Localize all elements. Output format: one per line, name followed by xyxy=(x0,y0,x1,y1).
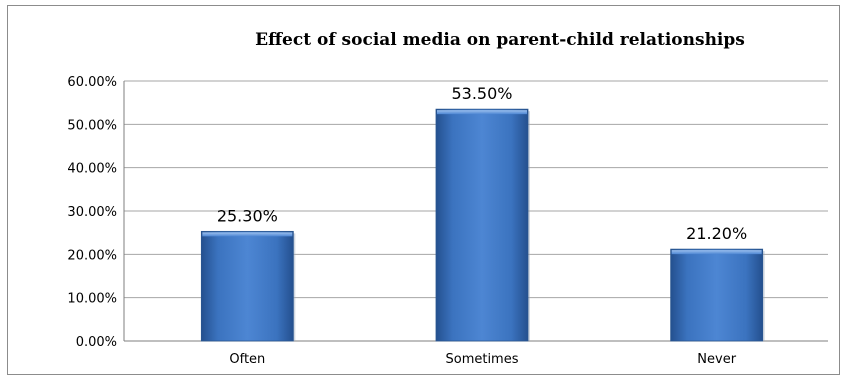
chart-title: Effect of social media on parent-child r… xyxy=(255,30,745,50)
data-label: 25.30% xyxy=(217,206,278,225)
bar-top-highlight xyxy=(202,232,293,237)
y-tick-label: 20.00% xyxy=(67,248,117,263)
y-tick-label: 60.00% xyxy=(67,75,117,90)
x-tick-label: Never xyxy=(697,352,736,367)
bar xyxy=(670,248,764,342)
bar-top-highlight xyxy=(671,250,762,255)
y-tick-label: 30.00% xyxy=(67,205,117,220)
bar xyxy=(200,230,294,342)
y-tick-label: 50.00% xyxy=(67,118,117,133)
labels-layer: 0.00% 10.00% 20.00% 30.00% 40.00% 50.00% 60.00… xyxy=(67,75,747,367)
data-label: 21.20% xyxy=(686,224,747,243)
x-tick-label: Often xyxy=(229,352,265,367)
bar xyxy=(435,108,529,342)
y-tick-label: 0.00% xyxy=(76,335,117,350)
data-label: 53.50% xyxy=(451,84,512,103)
y-tick-label: 10.00% xyxy=(67,292,117,307)
y-tick-label: 40.00% xyxy=(67,162,117,177)
bars-layer xyxy=(200,108,765,342)
x-tick-label: Sometimes xyxy=(445,352,518,367)
bar-top-highlight xyxy=(437,110,527,115)
